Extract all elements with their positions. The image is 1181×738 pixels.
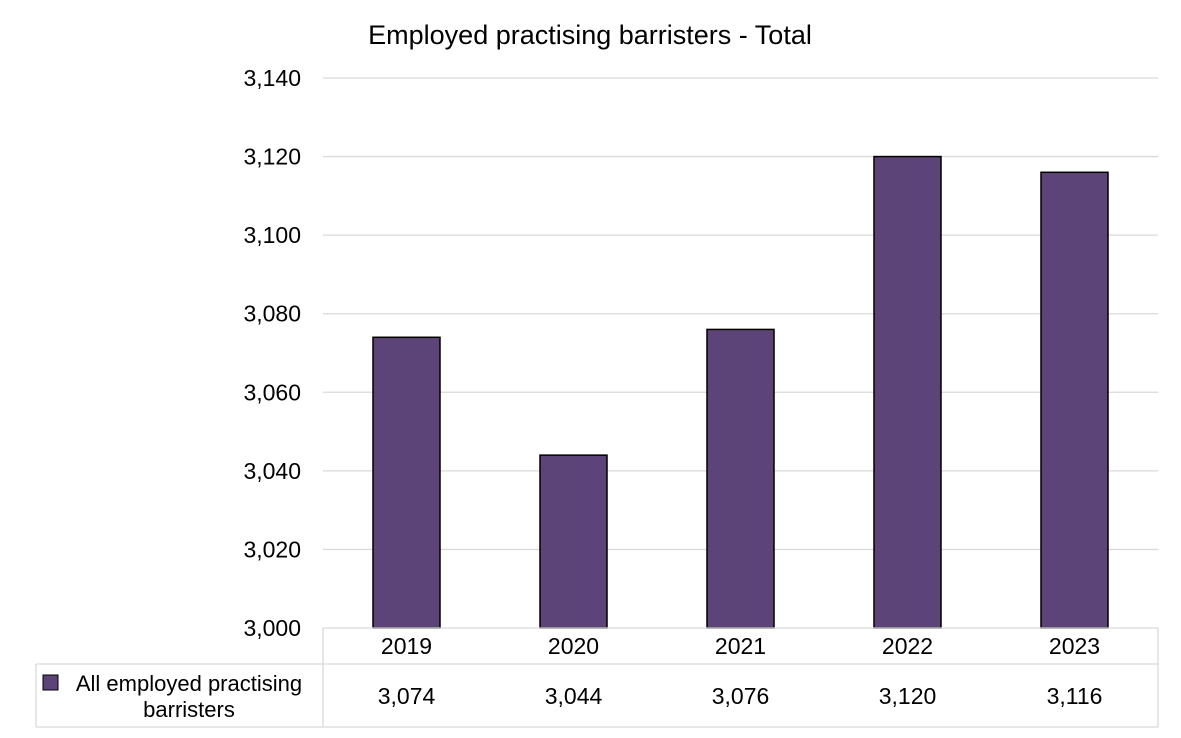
y-axis-tick-labels: 3,000 3,020 3,040 3,060 3,080 3,100 3,120 3,140 — [243, 65, 301, 641]
y-tick-label: 3,020 — [243, 536, 301, 562]
x-category-label: 2023 — [1049, 633, 1100, 659]
bar-2022 — [873, 155, 942, 629]
y-tick-label: 3,100 — [243, 222, 301, 248]
y-tick-label: 3,040 — [243, 458, 301, 484]
bar-2023 — [1040, 171, 1109, 629]
bar-2019 — [372, 336, 441, 629]
x-category-label: 2019 — [381, 633, 432, 659]
table-value: 3,074 — [378, 683, 436, 709]
y-tick-label: 3,080 — [243, 301, 301, 327]
y-tick-label: 3,060 — [243, 379, 301, 405]
x-category-label: 2022 — [882, 633, 933, 659]
x-category-label: 2021 — [715, 633, 766, 659]
bar-2020 — [539, 454, 608, 629]
table-value: 3,044 — [545, 683, 603, 709]
x-category-label: 2020 — [548, 633, 599, 659]
y-tick-label: 3,140 — [243, 65, 301, 91]
chart-title: Employed practising barristers - Total — [368, 20, 812, 50]
table-value: 3,116 — [1047, 683, 1103, 709]
y-tick-label: 3,120 — [243, 144, 301, 170]
bars — [372, 155, 1109, 629]
bar-2021 — [706, 328, 775, 629]
table-value: 3,076 — [712, 683, 770, 709]
legend-label-line-2: barristers — [143, 697, 235, 722]
data-table: All employed practising barristers 2019 3… — [35, 627, 1159, 728]
table-value: 3,120 — [879, 683, 937, 709]
legend-swatch — [42, 674, 59, 691]
y-tick-label: 3,000 — [243, 615, 301, 641]
legend-label-line-1: All employed practising — [76, 671, 302, 696]
